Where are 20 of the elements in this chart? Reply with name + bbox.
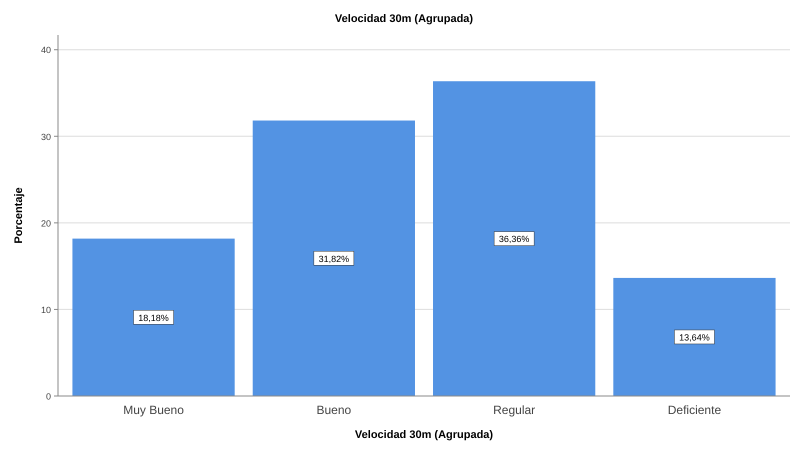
data-label: 18,18%: [138, 312, 169, 323]
chart-title: Velocidad 30m (Agrupada): [334, 13, 474, 25]
x-tick-label: Deficiente: [668, 403, 722, 417]
y-tick-label: 40: [40, 45, 51, 56]
data-label: 36,36%: [498, 234, 530, 244]
x-tick-label: Bueno: [316, 403, 352, 417]
y-tick-label: 10: [40, 304, 51, 315]
data-label: 13,64%: [679, 332, 710, 342]
x-tick-label: Regular: [493, 403, 536, 417]
bar: [72, 238, 235, 396]
y-tick-label: 20: [40, 218, 51, 228]
bar: [252, 120, 415, 396]
data-label: 31,82%: [318, 254, 350, 264]
bar: [613, 278, 776, 396]
y-tick-label: 30: [40, 132, 51, 142]
y-tick-label: 0: [46, 392, 51, 402]
x-axis-title: Velocidad 30m (Agrupada): [354, 429, 494, 441]
x-tick-label: Muy Bueno: [123, 403, 184, 417]
y-axis-title: Porcentaje: [13, 187, 25, 244]
bar: [433, 81, 596, 396]
